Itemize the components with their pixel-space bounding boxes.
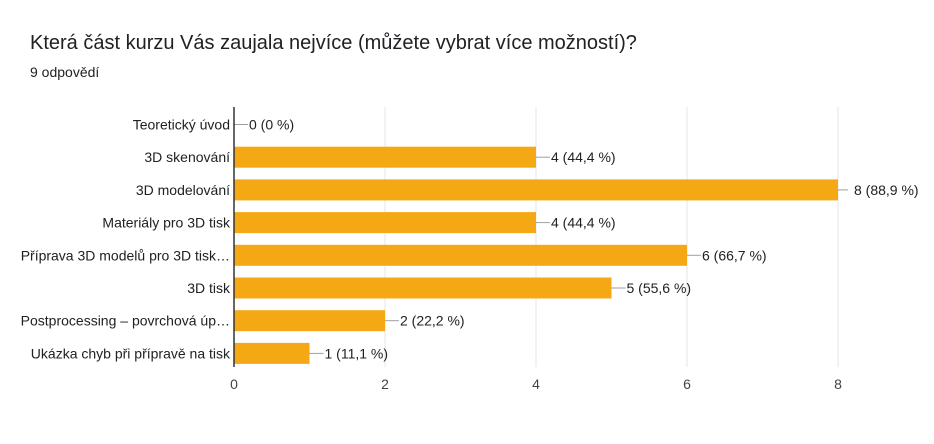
data-label: 4 (44,4 %) <box>551 149 616 165</box>
category-label: Postprocessing – povrchová úp… <box>21 313 230 329</box>
x-tick-label: 2 <box>381 376 389 392</box>
chart-title: Která část kurzu Vás zaujala nejvíce (mů… <box>30 32 637 54</box>
data-label: 0 (0 %) <box>249 117 294 133</box>
x-tick-label: 8 <box>834 376 842 392</box>
category-label: 3D modelování <box>136 182 230 198</box>
data-label: 5 (55,6 %) <box>627 280 692 296</box>
category-labels: Teoretický úvod 3D skenování 3D modelování… <box>21 117 231 362</box>
category-label: Teoretický úvod <box>133 117 230 133</box>
x-tick-label: 6 <box>683 376 691 392</box>
bar <box>234 244 687 266</box>
category-label: Ukázka chyb při přípravě na tisk <box>31 345 231 361</box>
category-label: 3D tisk <box>187 280 231 296</box>
bar <box>234 179 838 201</box>
x-tick-label: 4 <box>532 376 540 392</box>
data-label: 1 (11,1 %) <box>325 345 389 361</box>
category-label: Příprava 3D modelů pro 3D tisk… <box>21 247 230 263</box>
bar <box>234 212 536 234</box>
x-axis-ticks: 0 2 4 6 8 <box>230 376 842 392</box>
data-label: 2 (22,2 %) <box>400 313 465 329</box>
data-label: 4 (44,4 %) <box>551 215 616 231</box>
data-label: 6 (66,7 %) <box>702 247 767 263</box>
category-label: Materiály pro 3D tisk <box>102 215 231 231</box>
bar <box>234 146 536 168</box>
bar <box>234 310 385 332</box>
category-label: 3D skenování <box>144 149 230 165</box>
response-count: 9 odpovědí <box>30 64 100 80</box>
x-tick-label: 0 <box>230 376 238 392</box>
bar <box>234 277 612 299</box>
bars <box>234 146 838 364</box>
data-labels: 0 (0 %) 4 (44,4 %) 8 (88,9 %) 4 (44,4 %) 6 (… <box>234 117 919 361</box>
data-label: 8 (88,9 %) <box>854 182 919 198</box>
bar <box>234 342 310 364</box>
